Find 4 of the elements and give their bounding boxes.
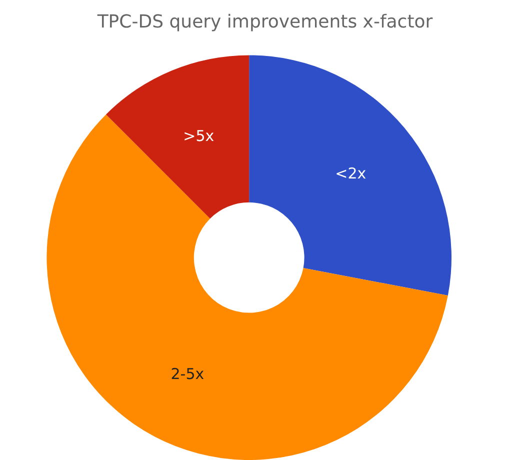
slice-label: <2x bbox=[335, 164, 366, 183]
slice-label: 2-5x bbox=[170, 365, 204, 384]
slice-label: >5x bbox=[183, 126, 214, 145]
chart-title: TPC-DS query improvements x-factor bbox=[96, 12, 434, 32]
